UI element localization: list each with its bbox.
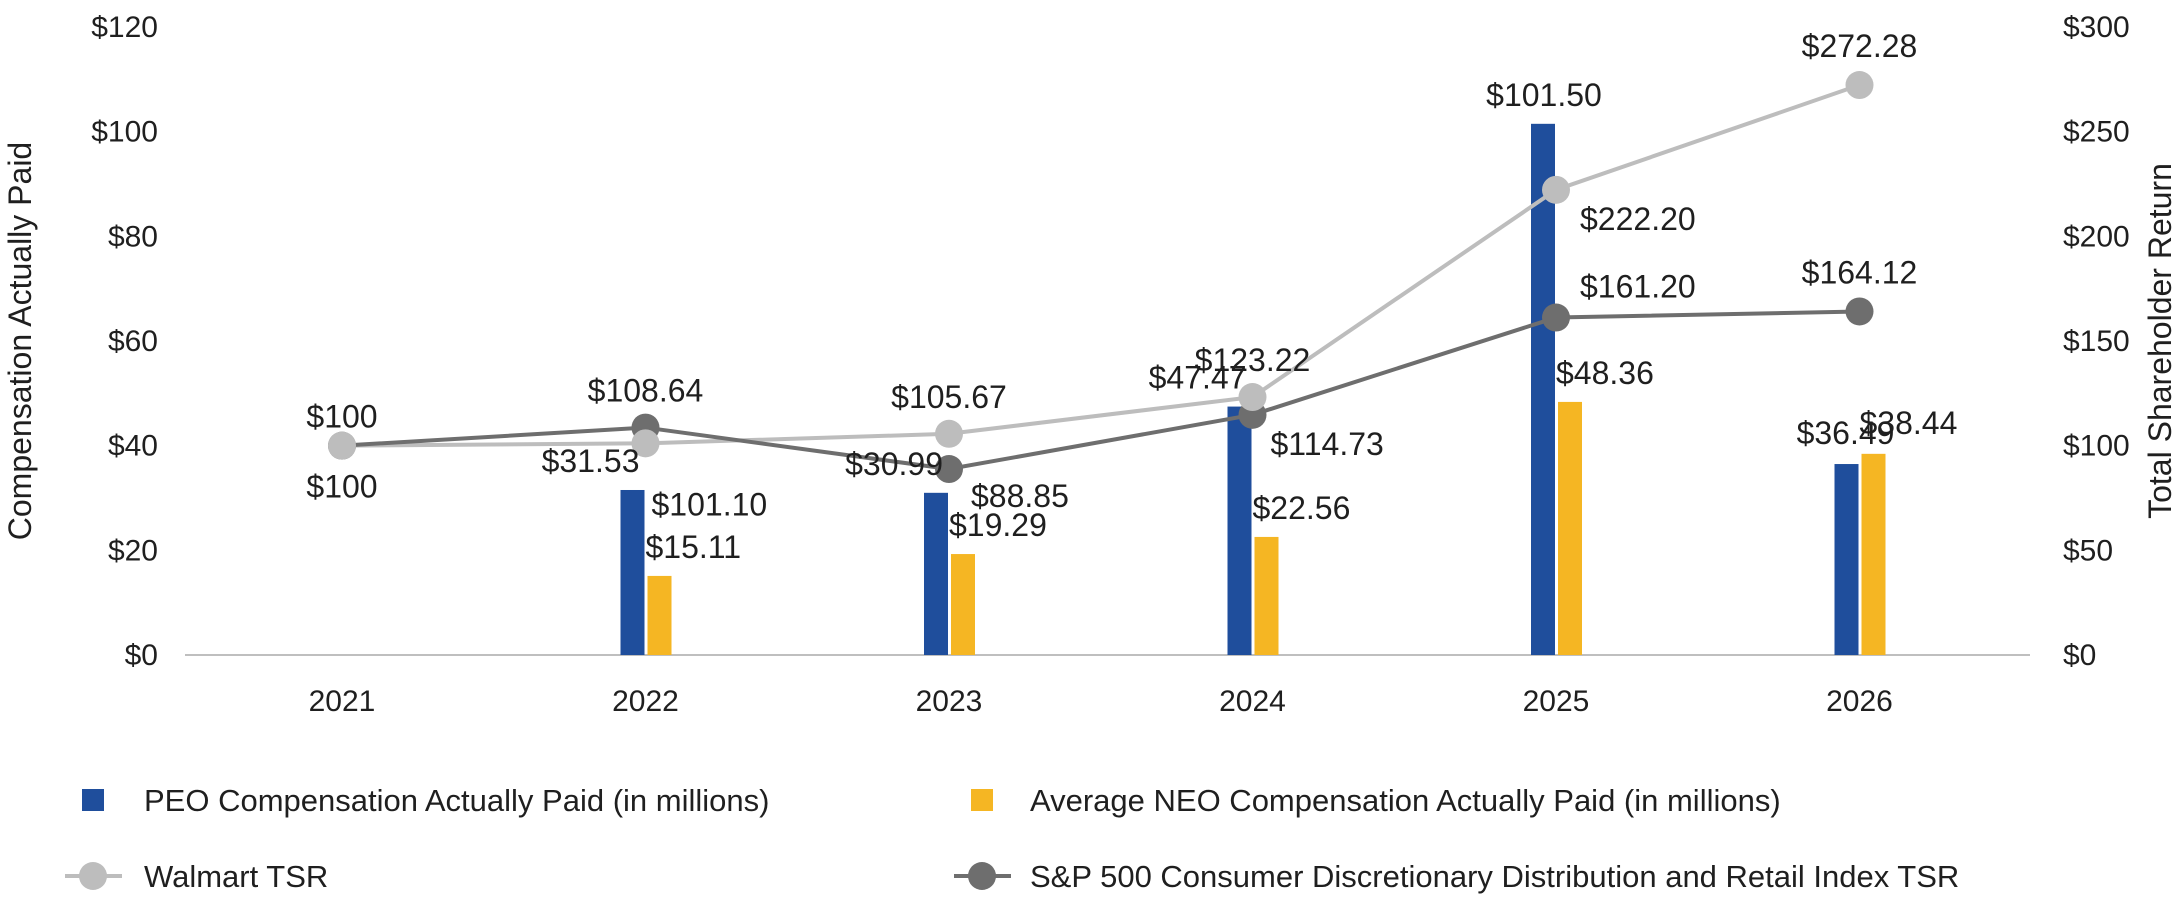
- right-tick-label: $300: [2063, 11, 2130, 44]
- neo-bar: [1861, 453, 1886, 655]
- walmart-tsr-point: [328, 431, 356, 460]
- line-series: [328, 71, 1874, 484]
- walmart-tsr-label: $105.67: [891, 379, 1007, 415]
- right-tick-label: $100: [2063, 430, 2130, 463]
- neo-bar-label: $19.29: [949, 507, 1047, 543]
- legend: PEO Compensation Actually Paid (in milli…: [65, 783, 1959, 894]
- legend-swatch-peo: [82, 789, 104, 811]
- sp500-tsr-point: [1542, 303, 1570, 332]
- x-tick-label: 2026: [1826, 685, 1893, 718]
- legend-label-walmart: Walmart TSR: [144, 859, 328, 894]
- peo-bar: [924, 492, 948, 655]
- peo-bar-label: $31.53: [542, 443, 640, 479]
- walmart-tsr-line: [341, 83, 1861, 448]
- right-axis-title: Total Shareholder Return: [2142, 163, 2178, 519]
- legend-marker-sp500: [968, 862, 996, 890]
- walmart-tsr-label: $222.20: [1580, 201, 1696, 237]
- x-tick-label: 2023: [916, 685, 983, 718]
- left-tick-label: $20: [108, 534, 158, 567]
- peo-bar-label: $47.47: [1149, 360, 1247, 396]
- neo-bar: [647, 575, 672, 655]
- sp500-tsr-label: $108.64: [588, 373, 704, 409]
- right-tick-label: $0: [2063, 639, 2096, 672]
- left-axis-title: Compensation Actually Paid: [2, 142, 38, 540]
- legend-marker-walmart: [79, 862, 107, 890]
- walmart-tsr-point: [1238, 383, 1267, 412]
- peo-bar: [1227, 406, 1252, 655]
- sp500-tsr-label: $100: [306, 469, 377, 505]
- neo-bar-label: $48.36: [1556, 355, 1654, 391]
- peo-bar: [1834, 464, 1859, 655]
- peo-bar: [620, 489, 645, 655]
- left-tick-label: $40: [108, 430, 158, 463]
- legend-label-sp500: S&P 500 Consumer Discretionary Distribut…: [1030, 859, 1959, 894]
- walmart-tsr-label: $101.10: [652, 486, 768, 522]
- x-tick-label: 2025: [1523, 685, 1590, 718]
- neo-bar: [1254, 536, 1279, 655]
- walmart-tsr-point: [1542, 175, 1570, 204]
- peo-bar-label: $30.99: [845, 446, 943, 482]
- walmart-tsr-label: $272.28: [1802, 28, 1918, 64]
- right-tick-label: $50: [2063, 534, 2113, 567]
- x-tick-label: 2024: [1219, 685, 1286, 718]
- sp500-tsr-label: $164.12: [1802, 254, 1918, 290]
- peo-bar: [1531, 123, 1555, 656]
- right-tick-label: $250: [2063, 116, 2130, 149]
- neo-bar: [951, 554, 975, 655]
- x-tick-label: 2021: [309, 685, 376, 718]
- walmart-tsr-point: [1845, 71, 1874, 100]
- x-tick-label: 2022: [612, 685, 679, 718]
- legend-label-neo: Average NEO Compensation Actually Paid (…: [1030, 783, 1781, 818]
- left-tick-label: $0: [125, 639, 158, 672]
- walmart-tsr-label: $100: [306, 399, 377, 435]
- neo-bar: [1558, 401, 1582, 655]
- sp500-tsr-point: [935, 455, 963, 484]
- sp500-tsr-label: $88.85: [971, 478, 1069, 514]
- neo-bar-label: $38.44: [1860, 405, 1958, 441]
- peo-bar-label: $36.49: [1797, 415, 1895, 451]
- right-tick-label: $150: [2063, 325, 2130, 358]
- sp500-tsr-line: [341, 309, 1860, 472]
- sp500-tsr-label: $161.20: [1580, 269, 1696, 305]
- walmart-tsr-point: [631, 429, 660, 458]
- left-tick-label: $60: [108, 325, 158, 358]
- left-tick-label: $80: [108, 220, 158, 253]
- left-tick-label: $100: [91, 116, 158, 149]
- legend-label-peo: PEO Compensation Actually Paid (in milli…: [144, 783, 769, 818]
- axes: $0 $20 $40 $60 $80 $100 $120 $0 $50 $100 $150 $200 $…: [2, 11, 2178, 718]
- neo-bar-label: $15.11: [646, 529, 742, 565]
- peo-bar-label: $101.50: [1486, 77, 1602, 113]
- sp500-tsr-label: $114.73: [1271, 426, 1384, 462]
- right-tick-label: $200: [2063, 220, 2130, 253]
- data-labels: $31.53 $15.11 $30.99$19.29 $47.47 $22.56 $101…: [306, 28, 1957, 565]
- sp500-tsr-point: [1845, 297, 1874, 326]
- walmart-tsr-point: [935, 419, 963, 448]
- legend-swatch-neo: [971, 789, 993, 811]
- neo-bar-label: $22.56: [1253, 490, 1351, 526]
- walmart-tsr-label: $123.22: [1195, 342, 1311, 378]
- bar-series: [620, 123, 1886, 656]
- left-tick-label: $120: [91, 11, 158, 44]
